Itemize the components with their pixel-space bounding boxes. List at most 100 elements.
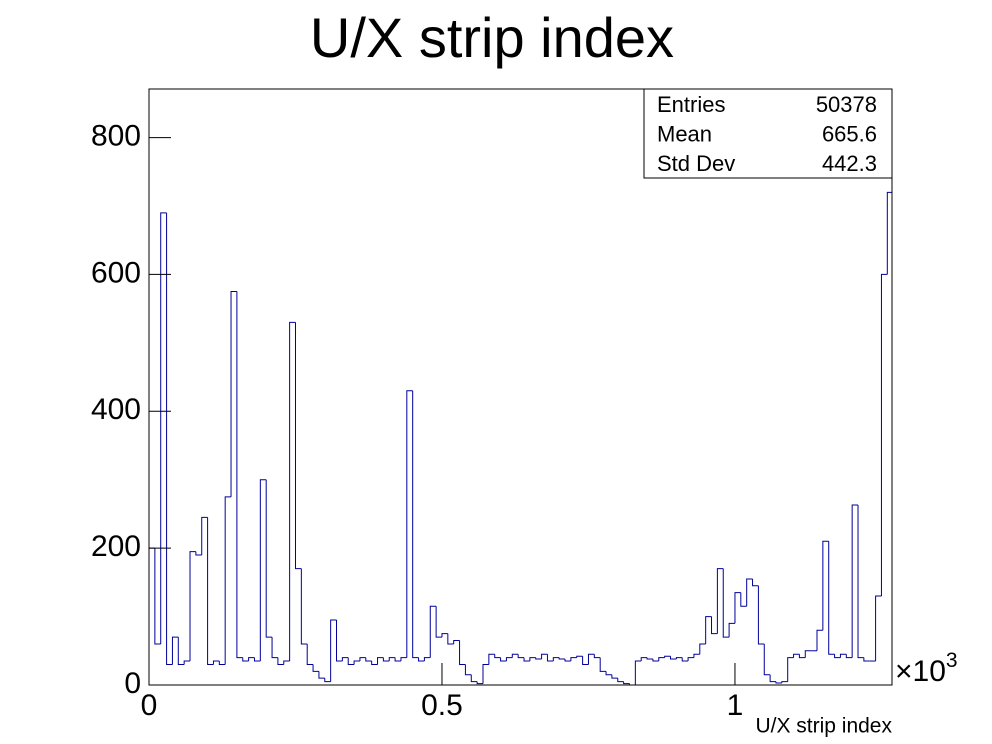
histogram-bin (611, 674, 618, 679)
histogram-bin (787, 657, 794, 682)
histogram-bin (253, 657, 261, 662)
histogram-bin (482, 663, 489, 684)
histogram-bin (716, 568, 724, 634)
y-tick-label: 400 (91, 393, 141, 426)
histogram-bin (886, 191, 893, 685)
histogram-bin (359, 657, 366, 662)
histogram-bin (652, 658, 659, 662)
histogram-bin (341, 657, 349, 662)
histogram-bin (289, 321, 296, 662)
histogram-bin (798, 654, 806, 659)
histogram-bin (564, 658, 571, 662)
histogram-bin (546, 654, 554, 662)
histogram-bin (675, 657, 683, 659)
histogram-bin (382, 657, 390, 662)
histogram-bin (476, 681, 483, 685)
histogram-bin (418, 657, 425, 662)
histogram-bin (259, 479, 267, 662)
histogram-bin (535, 657, 542, 660)
histogram-bin (828, 541, 835, 655)
x-multiplier-base: ×10 (895, 655, 946, 688)
histogram-bin (664, 655, 671, 658)
histogram-bin (400, 657, 407, 662)
histogram-bin (324, 678, 331, 683)
histogram-bin (728, 622, 735, 638)
histogram-bin (224, 496, 232, 665)
histogram-bin (218, 661, 226, 665)
histogram-bin (617, 678, 624, 683)
x-tick-label: 0.5 (421, 689, 463, 722)
stats-label: Std Dev (657, 151, 735, 176)
histogram-bin (470, 674, 478, 683)
histogram-bin (406, 390, 413, 658)
histogram-bin (722, 568, 730, 638)
histogram-bin (189, 551, 196, 662)
chart-title: U/X strip index (310, 6, 674, 69)
histogram-bin (804, 650, 812, 658)
histogram-bin (687, 657, 694, 662)
histogram-bin (365, 657, 372, 662)
histogram-bin (822, 540, 829, 631)
histogram-bin (377, 657, 384, 665)
histogram-bin (166, 212, 173, 665)
histogram-bin (353, 660, 360, 665)
histogram-bin (505, 657, 513, 662)
histogram-bin (757, 585, 765, 645)
histogram-bin (693, 653, 700, 658)
histogram-bin (511, 653, 519, 658)
stats-value: 50378 (816, 92, 877, 117)
histogram-bin (605, 671, 612, 676)
histogram-bin (347, 657, 355, 665)
histogram-bin (752, 578, 759, 587)
x-axis-label: U/X strip index (755, 715, 892, 738)
x-multiplier: ×103 (895, 649, 958, 688)
histogram-bin (212, 660, 220, 665)
histogram-bin (277, 657, 284, 665)
histogram-bin (294, 322, 302, 570)
histogram-bin (271, 637, 278, 659)
histogram-bin (435, 606, 442, 638)
y-tick-label: 800 (91, 120, 141, 153)
histogram-bin (576, 655, 583, 658)
histogram-bin (330, 619, 337, 682)
histogram-bin (623, 681, 630, 685)
histogram-bin (283, 660, 290, 665)
histogram-bin (599, 657, 607, 672)
histogram-bin (464, 664, 472, 676)
plot-frame (148, 88, 893, 686)
stats-label: Mean (657, 121, 712, 146)
histogram-bin (459, 640, 466, 665)
histogram-bin (447, 633, 454, 645)
histogram-bin (183, 660, 191, 665)
histogram-bin (658, 657, 665, 662)
histogram-bin (863, 657, 870, 662)
histogram-bin (488, 653, 495, 665)
stats-value: 665.6 (822, 121, 877, 146)
histogram-bin (699, 643, 706, 655)
histogram-bin (312, 664, 319, 672)
histogram-bin (160, 212, 167, 644)
histogram-bin (517, 654, 525, 659)
stats-value: 442.3 (822, 151, 877, 176)
histogram-bin (781, 681, 788, 683)
x-tick-label: 1 (727, 689, 744, 722)
histogram-bin (248, 657, 255, 662)
histogram-bin (740, 592, 747, 607)
histogram-bin (412, 390, 419, 659)
stats-box (643, 88, 893, 179)
histogram-bin (640, 657, 648, 662)
histogram-bin (705, 616, 712, 644)
histogram-bin (242, 657, 249, 662)
histogram-bin (880, 273, 888, 597)
histogram-bin (236, 291, 243, 659)
histogram-bin (529, 657, 536, 662)
histogram-bin (230, 291, 237, 497)
histogram-bin (816, 629, 823, 651)
histogram-bin (429, 605, 437, 658)
histogram-bin (300, 568, 308, 645)
histogram-bin (769, 674, 776, 683)
histogram-bin (670, 656, 677, 660)
histogram-bin (763, 643, 771, 676)
histogram-bin (681, 657, 689, 662)
histogram-bin (195, 551, 202, 556)
